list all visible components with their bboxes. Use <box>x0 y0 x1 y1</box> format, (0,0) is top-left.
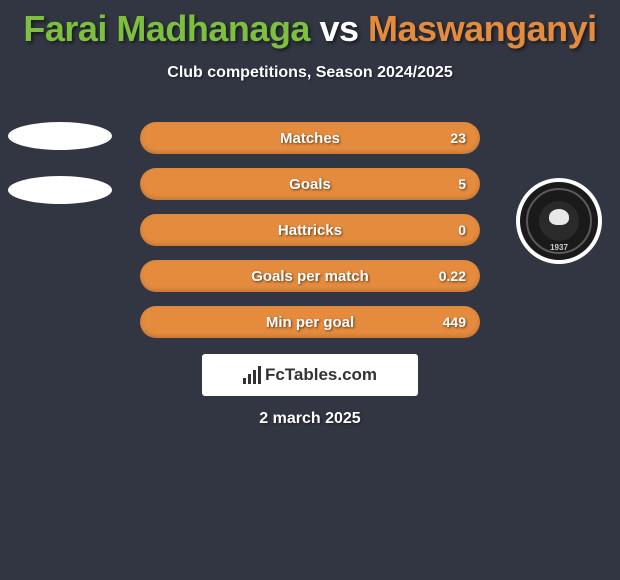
stat-bar: Goals per match 0.22 <box>140 260 480 292</box>
stat-label: Goals <box>289 176 331 193</box>
stat-label: Goals per match <box>251 268 369 285</box>
badge-inner <box>539 201 579 241</box>
season-subtitle: Club competitions, Season 2024/2025 <box>0 64 620 82</box>
placeholder-ellipse <box>8 176 112 204</box>
chart-icon <box>243 366 261 384</box>
brand-logo: FcTables.com <box>243 365 377 385</box>
placeholder-ellipse <box>8 122 112 150</box>
comparison-title: Farai Madhanaga vs Maswanganyi <box>0 0 620 50</box>
badge-year: 1937 <box>520 243 598 252</box>
player2-club-badge: 1937 <box>516 178 602 264</box>
player1-placeholder <box>8 122 112 230</box>
date-label: 2 march 2025 <box>0 410 620 428</box>
stat-bar: Goals 5 <box>140 168 480 200</box>
stat-label: Hattricks <box>278 222 342 239</box>
club-badge: 1937 <box>516 178 602 264</box>
stat-bars: Matches 23 Goals 5 Hattricks 0 Goals per match… <box>140 122 480 352</box>
stat-value-right: 0 <box>458 222 466 238</box>
stat-value-right: 449 <box>443 314 466 330</box>
skull-icon <box>549 209 569 225</box>
stat-bar: Matches 23 <box>140 122 480 154</box>
brand-text: FcTables.com <box>265 365 377 385</box>
stat-value-right: 23 <box>450 130 466 146</box>
footer-brand-box[interactable]: FcTables.com <box>202 354 418 396</box>
player1-name: Farai Madhanaga <box>23 8 310 49</box>
stat-value-right: 0.22 <box>439 268 466 284</box>
player2-name: Maswanganyi <box>368 8 597 49</box>
stat-value-right: 5 <box>458 176 466 192</box>
stat-label: Matches <box>280 130 340 147</box>
vs-text: vs <box>319 8 358 49</box>
stat-bar: Min per goal 449 <box>140 306 480 338</box>
stat-bar: Hattricks 0 <box>140 214 480 246</box>
stat-label: Min per goal <box>266 314 354 331</box>
